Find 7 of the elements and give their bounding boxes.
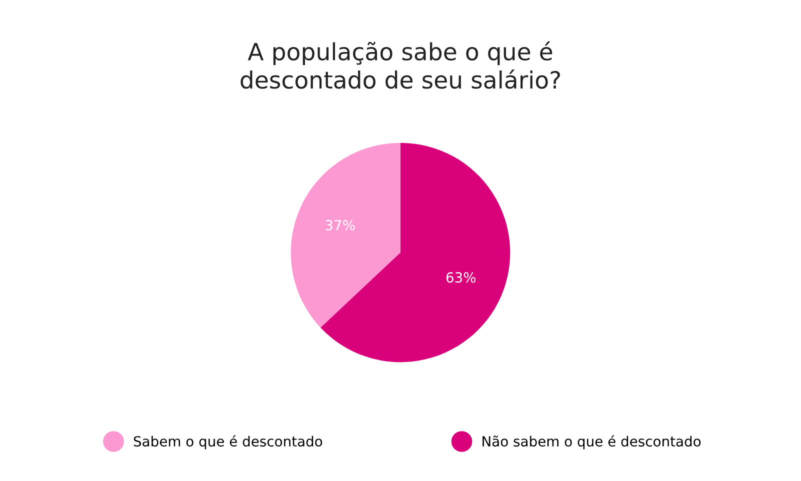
legend-label: Não sabem o que é descontado: [482, 435, 701, 450]
pie-slice: [290, 142, 400, 328]
data-label: 63%: [446, 272, 476, 283]
data-label: 37%: [326, 220, 355, 230]
pie-slice: [320, 142, 510, 362]
legend-label: Sabem o que é descontado: [134, 435, 322, 450]
chart-title: A população sabe o que é descontado de seu salário?: [240, 41, 560, 89]
